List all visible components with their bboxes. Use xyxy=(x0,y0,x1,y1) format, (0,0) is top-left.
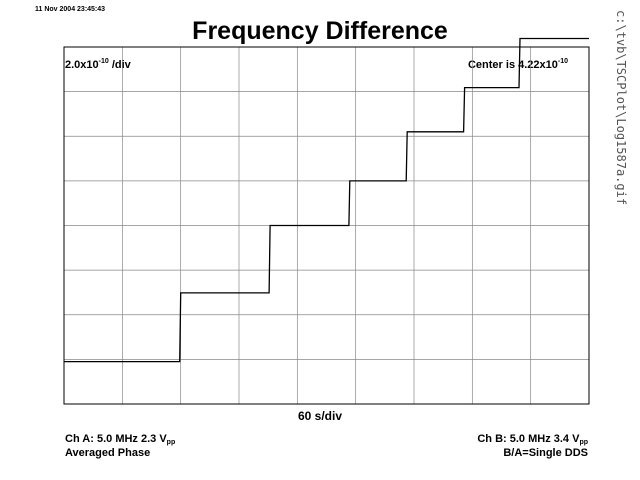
chart-title: Frequency Difference xyxy=(192,17,448,45)
channel-b-text: Ch B: 5.0 MHz 3.4 V xyxy=(477,433,580,445)
x-scale-label: 60 s/div xyxy=(297,409,343,423)
center-exponent: -10 xyxy=(557,58,568,65)
y-scale-exponent: -10 xyxy=(98,58,109,65)
channel-a-mode: Averaged Phase xyxy=(65,447,151,459)
channel-a-text: Ch A: 5.0 MHz 2.3 V xyxy=(65,433,167,445)
grid xyxy=(64,47,589,404)
file-path-label: c:\tvb\TSCPlot\Log1587a.gif xyxy=(614,10,628,206)
y-scale-suffix: /div xyxy=(108,59,131,71)
y-scale-label: 2.0x10-10 /div xyxy=(65,58,131,71)
channel-b-mode: B/A=Single DDS xyxy=(503,447,588,459)
plot-frame xyxy=(63,46,590,405)
channel-b-unit: pp xyxy=(579,439,588,446)
frequency-trace xyxy=(64,37,589,363)
timestamp: 11 Nov 2004 23:45:43 xyxy=(35,6,106,13)
y-scale-base: 2.0x10 xyxy=(65,59,99,71)
center-label: Center is 4.22x10-10 xyxy=(468,58,568,71)
channel-a-label: Ch A: 5.0 MHz 2.3 Vpp xyxy=(65,433,175,446)
channel-b-label: Ch B: 5.0 MHz 3.4 Vpp xyxy=(477,433,588,446)
center-value: Center is 4.22x10 xyxy=(467,59,558,71)
channel-a-unit: pp xyxy=(166,439,176,446)
